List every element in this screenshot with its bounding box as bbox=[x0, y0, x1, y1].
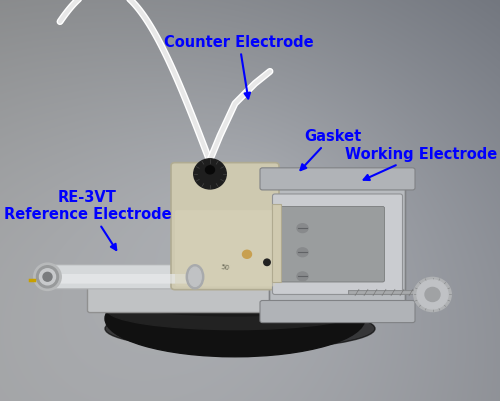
FancyBboxPatch shape bbox=[280, 207, 384, 282]
Text: Working Electrode: Working Electrode bbox=[345, 147, 497, 180]
FancyBboxPatch shape bbox=[48, 274, 197, 284]
Ellipse shape bbox=[108, 292, 362, 330]
Ellipse shape bbox=[297, 224, 308, 233]
Ellipse shape bbox=[417, 280, 448, 309]
FancyBboxPatch shape bbox=[171, 163, 279, 290]
Ellipse shape bbox=[425, 288, 440, 302]
Text: 50: 50 bbox=[220, 263, 230, 270]
Text: Gasket: Gasket bbox=[300, 129, 361, 171]
Ellipse shape bbox=[297, 248, 308, 257]
Ellipse shape bbox=[297, 272, 308, 281]
FancyBboxPatch shape bbox=[260, 301, 415, 323]
FancyBboxPatch shape bbox=[272, 194, 402, 295]
Ellipse shape bbox=[34, 263, 61, 291]
FancyBboxPatch shape bbox=[175, 211, 275, 287]
Ellipse shape bbox=[186, 265, 204, 289]
Text: Counter Electrode: Counter Electrode bbox=[164, 34, 314, 99]
Ellipse shape bbox=[43, 273, 52, 282]
Bar bbox=[272, 205, 280, 283]
Ellipse shape bbox=[124, 290, 346, 316]
Ellipse shape bbox=[242, 251, 252, 259]
FancyBboxPatch shape bbox=[270, 182, 406, 307]
Ellipse shape bbox=[36, 266, 59, 288]
FancyBboxPatch shape bbox=[42, 265, 203, 289]
Ellipse shape bbox=[105, 308, 375, 350]
Ellipse shape bbox=[40, 269, 56, 285]
Text: RE-3VT
Reference Electrode: RE-3VT Reference Electrode bbox=[4, 190, 172, 250]
Ellipse shape bbox=[414, 277, 451, 312]
Ellipse shape bbox=[189, 267, 201, 287]
FancyBboxPatch shape bbox=[260, 168, 415, 190]
FancyBboxPatch shape bbox=[88, 277, 398, 313]
Ellipse shape bbox=[264, 259, 270, 266]
Ellipse shape bbox=[194, 160, 226, 190]
Ellipse shape bbox=[206, 166, 214, 174]
Ellipse shape bbox=[105, 281, 365, 357]
